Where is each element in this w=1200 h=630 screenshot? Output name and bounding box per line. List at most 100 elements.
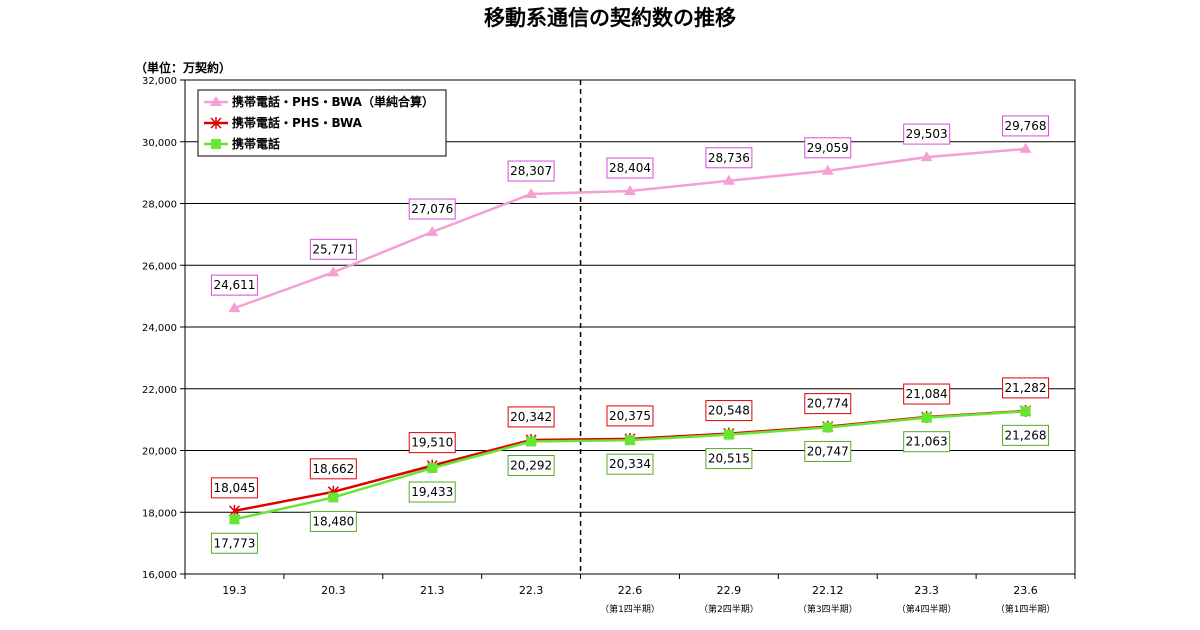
data-label-box — [804, 393, 852, 415]
data-point-triangle — [722, 174, 735, 185]
data-label-text: 27,076 — [411, 202, 453, 216]
data-label-box — [408, 481, 456, 503]
y-tick-label: 18,000 — [142, 508, 177, 519]
data-label-text: 28,307 — [510, 164, 552, 178]
data-point-square — [211, 139, 221, 149]
data-label-text: 25,771 — [312, 242, 354, 256]
data-point-triangle — [210, 96, 222, 106]
data-label: 28,736 — [705, 147, 753, 169]
data-label-box — [1002, 424, 1050, 446]
data-label-box — [1002, 115, 1050, 137]
data-point-triangle — [426, 226, 439, 237]
data-point-square — [921, 412, 932, 423]
data-label: 18,662 — [309, 458, 357, 480]
data-labels: 24,611 25,771 27,076 28,307 28,404 28,736 29,0… — [210, 115, 1050, 554]
legend-entry-label: 携帯電話・PHS・BWA（単純合算） — [232, 94, 434, 109]
data-point-triangle — [920, 151, 933, 162]
data-label-text: 29,768 — [1005, 119, 1047, 133]
data-label-box — [210, 274, 258, 296]
data-label-text: 28,404 — [609, 161, 651, 175]
data-label-box — [903, 431, 951, 453]
data-label-box — [804, 440, 852, 462]
data-label-box — [804, 137, 852, 159]
y-tick-label: 32,000 — [142, 76, 177, 87]
legend-box — [197, 89, 447, 157]
data-label: 20,292 — [507, 454, 555, 476]
data-point-square — [427, 463, 438, 474]
data-point-triangle — [327, 266, 340, 277]
data-label-box — [606, 157, 654, 179]
data-label-text: 18,662 — [312, 462, 354, 476]
axes: 16,000 18,000 20,000 22,000 24,000 26,000 28,0… — [142, 76, 1076, 615]
data-label-box — [606, 453, 654, 475]
data-point-asterisk — [210, 117, 222, 129]
data-label-box — [210, 477, 258, 499]
data-label: 29,503 — [903, 123, 951, 145]
x-tick-sublabel: （第4四半期） — [897, 603, 957, 615]
x-tick-label: 22.6 — [618, 584, 643, 597]
data-label-box — [507, 406, 555, 428]
x-tick-label: 23.3 — [914, 584, 939, 597]
data-label-box — [903, 123, 951, 145]
data-point-triangle — [821, 164, 834, 175]
data-label: 21,282 — [1002, 377, 1050, 399]
unit-label: （単位：万契約） — [135, 60, 231, 75]
data-point-square — [229, 514, 240, 525]
data-label-text: 17,773 — [213, 536, 255, 550]
data-label-text: 24,611 — [213, 278, 255, 292]
data-point-square — [625, 435, 635, 446]
data-label-text: 19,510 — [411, 436, 453, 450]
data-label: 20,548 — [705, 400, 753, 422]
data-label: 20,774 — [804, 393, 852, 415]
chart-title: 移動系通信の契約数の推移 — [484, 6, 736, 30]
x-tick-sublabel: （第1四半期） — [996, 603, 1056, 615]
data-label: 29,059 — [804, 137, 852, 159]
x-tick-label: 21.3 — [420, 584, 445, 597]
data-label: 20,747 — [804, 440, 852, 462]
data-label-box — [507, 454, 555, 476]
y-tick-label: 26,000 — [142, 261, 177, 272]
y-tick-label: 20,000 — [142, 447, 177, 458]
y-tick-label: 22,000 — [142, 385, 177, 396]
x-tick-label: 23.6 — [1013, 584, 1038, 597]
data-label: 29,768 — [1002, 115, 1050, 137]
data-label-box — [705, 400, 753, 422]
data-label-text: 20,747 — [807, 444, 849, 458]
data-label-box — [606, 405, 654, 427]
data-label-text: 20,548 — [708, 404, 750, 418]
data-point-square — [526, 436, 537, 447]
x-tick-sublabel: （第1四半期） — [600, 603, 660, 615]
data-point-square — [822, 422, 833, 433]
data-label-text: 20,292 — [510, 458, 552, 472]
y-tick-label: 16,000 — [142, 570, 177, 581]
data-label-box — [507, 160, 555, 182]
data-label: 27,076 — [408, 198, 456, 220]
data-label-box — [309, 238, 357, 260]
data-label-text: 18,045 — [213, 481, 255, 495]
data-label-box — [408, 432, 456, 454]
data-label: 19,510 — [408, 432, 456, 454]
data-label-text: 20,515 — [708, 452, 750, 466]
data-label: 20,515 — [705, 448, 753, 470]
x-tick-label: 22.9 — [717, 584, 742, 597]
data-label: 20,375 — [606, 405, 654, 427]
data-point-square — [328, 492, 339, 503]
y-tick-label: 28,000 — [142, 200, 177, 211]
data-label-text: 21,282 — [1005, 381, 1047, 395]
data-point-triangle — [228, 302, 241, 313]
data-label: 21,268 — [1002, 424, 1050, 446]
x-tick-label: 19.3 — [222, 584, 247, 597]
data-label-box — [705, 147, 753, 169]
data-label: 21,084 — [903, 383, 951, 405]
legend: 携帯電話・PHS・BWA（単純合算） 携帯電話・PHS・BWA 携帯電話 — [197, 89, 447, 157]
data-label: 24,611 — [210, 274, 258, 296]
data-label-text: 29,059 — [807, 141, 849, 155]
data-label: 20,342 — [507, 406, 555, 428]
data-label-box — [210, 532, 258, 554]
data-label-text: 21,084 — [906, 387, 948, 401]
data-label: 20,334 — [606, 453, 654, 475]
data-label-text: 21,063 — [906, 435, 948, 449]
data-label: 21,063 — [903, 431, 951, 453]
data-label-text: 29,503 — [906, 127, 948, 141]
